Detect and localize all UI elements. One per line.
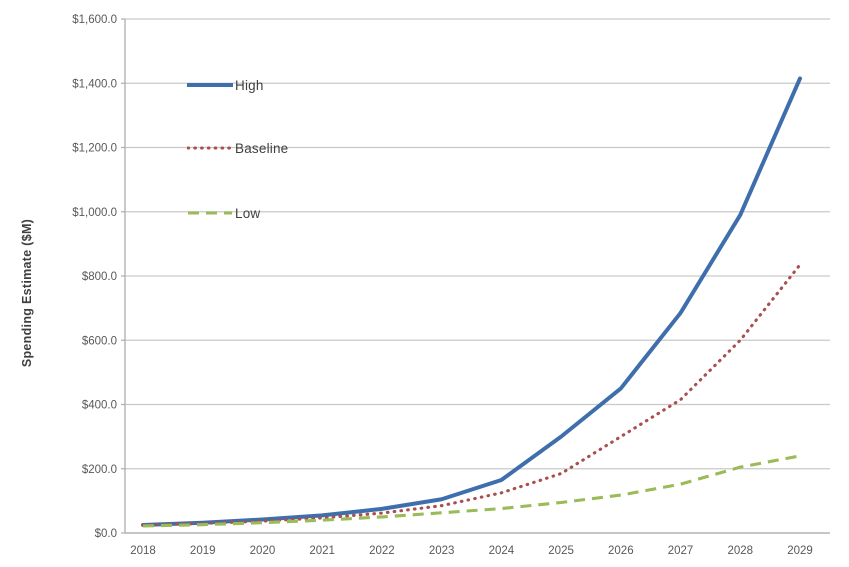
legend-label-low: Low: [235, 205, 261, 221]
y-axis-title: Spending Estimate ($M): [20, 219, 34, 367]
x-axis-tick-label: 2020: [250, 545, 276, 557]
y-axis-tick-label: $200.0: [82, 464, 117, 476]
y-axis-tick-label: $400.0: [82, 400, 117, 412]
legend-line-sample-low: [188, 211, 232, 215]
y-axis-tick-label: $1,400.0: [72, 78, 117, 90]
legend-label-baseline: Baseline: [235, 140, 289, 156]
legend-line-sample-high: [187, 83, 233, 87]
legend-line-sample-baseline: [187, 146, 233, 150]
y-axis-tick-label: $0.0: [95, 528, 117, 540]
series-line-baseline: [141, 263, 802, 527]
y-axis-tick-label: $800.0: [82, 271, 117, 283]
x-axis-tick-label: 2024: [489, 545, 515, 557]
x-axis-tick-label: 2019: [190, 545, 216, 557]
series-line-low: [142, 454, 801, 528]
legend-item-baseline: Baseline: [187, 137, 288, 159]
x-axis-tick-label: 2026: [608, 545, 634, 557]
y-axis-tick-label: $1,000.0: [72, 207, 117, 219]
legend-item-high: High: [187, 74, 264, 96]
x-axis-tick-label: 2023: [429, 545, 455, 557]
x-axis-tick-label: 2029: [787, 545, 813, 557]
x-axis-tick-label: 2027: [668, 545, 694, 557]
legend-label-high: High: [235, 77, 264, 93]
y-axis-tick-label: $1,600.0: [72, 14, 117, 26]
x-axis-tick-label: 2018: [130, 545, 156, 557]
y-axis-tick-label: $1,200.0: [72, 143, 117, 155]
x-axis-tick-label: 2021: [309, 545, 335, 557]
legend-item-low: Low: [187, 202, 260, 224]
x-axis-tick-label: 2025: [548, 545, 574, 557]
x-axis-tick-label: 2028: [727, 545, 753, 557]
x-axis-tick-label: 2022: [369, 545, 395, 557]
y-axis-tick-label: $600.0: [82, 335, 117, 347]
